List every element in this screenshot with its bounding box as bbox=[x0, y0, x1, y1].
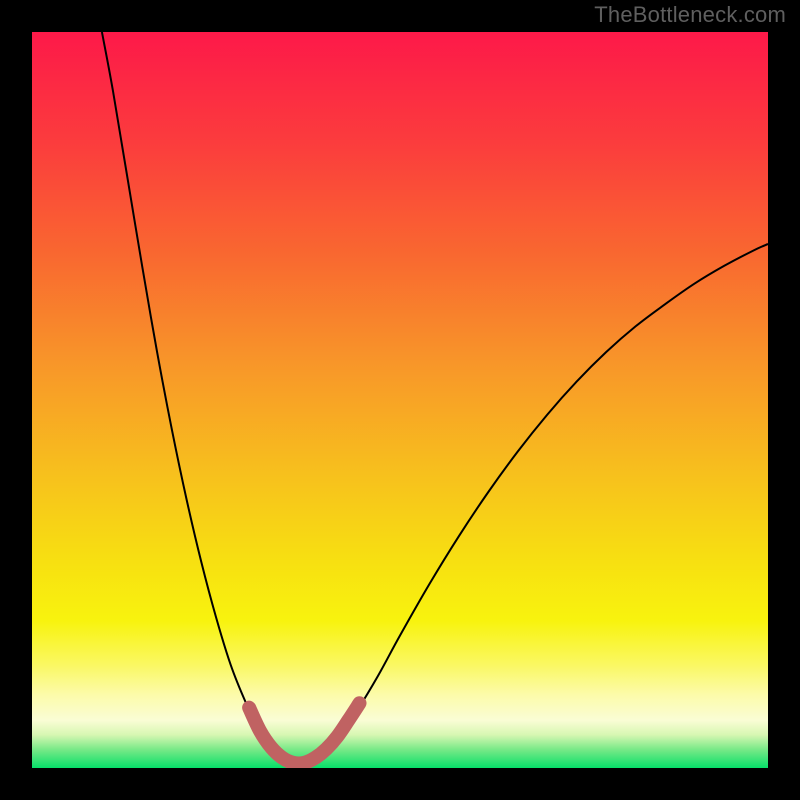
plot-svg bbox=[32, 32, 768, 768]
plot-area bbox=[32, 32, 768, 768]
gradient-background bbox=[32, 32, 768, 768]
border-bottom bbox=[0, 768, 800, 800]
border-left bbox=[0, 0, 32, 800]
attribution-text: TheBottleneck.com bbox=[594, 2, 786, 28]
figure-frame: TheBottleneck.com bbox=[0, 0, 800, 800]
border-right bbox=[768, 0, 800, 800]
